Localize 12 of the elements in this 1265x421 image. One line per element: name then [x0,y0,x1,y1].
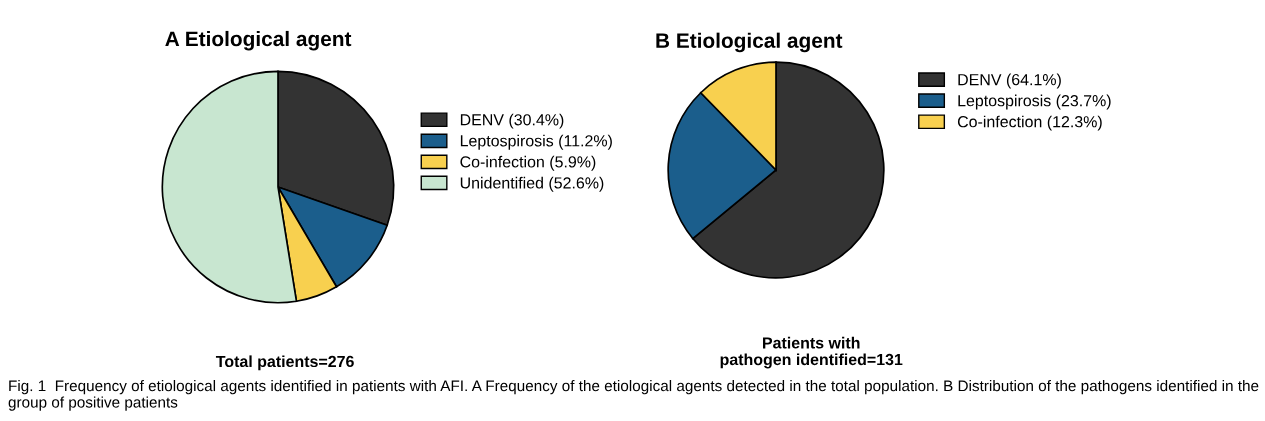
legend-label: Leptospirosis (23.7%) [958,94,1111,110]
legend-label: Co-infection (5.9%) [460,155,596,171]
chart-title: A Etiological agent [165,30,352,51]
chart-title: B Etiological agent [656,32,843,53]
legend-label: Leptospirosis (11.2%) [460,134,612,150]
text: Total patients=276 [215,355,354,371]
legend-label: Co-infection (12.3%) [957,115,1102,131]
legend-label: Unidentified (52.6%) [460,176,604,192]
caption: Fig. 1 Frequency of etiological agents identified in patients with AFI. A Frequency of the etiological agents detected in the total population. B Distribution of the pathogens identified in the group of positive patients [8,380,1259,411]
text: Patients with pathogen identified=131 [720,336,903,369]
legend-label: DENV (64.1%) [958,73,1061,89]
legend-label: DENV (30.4%) [460,113,564,129]
